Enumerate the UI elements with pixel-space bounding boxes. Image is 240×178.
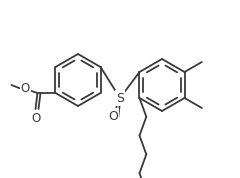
Text: S: S	[116, 91, 124, 104]
Text: O: O	[108, 109, 118, 122]
Text: O: O	[32, 112, 41, 125]
Text: O: O	[21, 82, 30, 96]
